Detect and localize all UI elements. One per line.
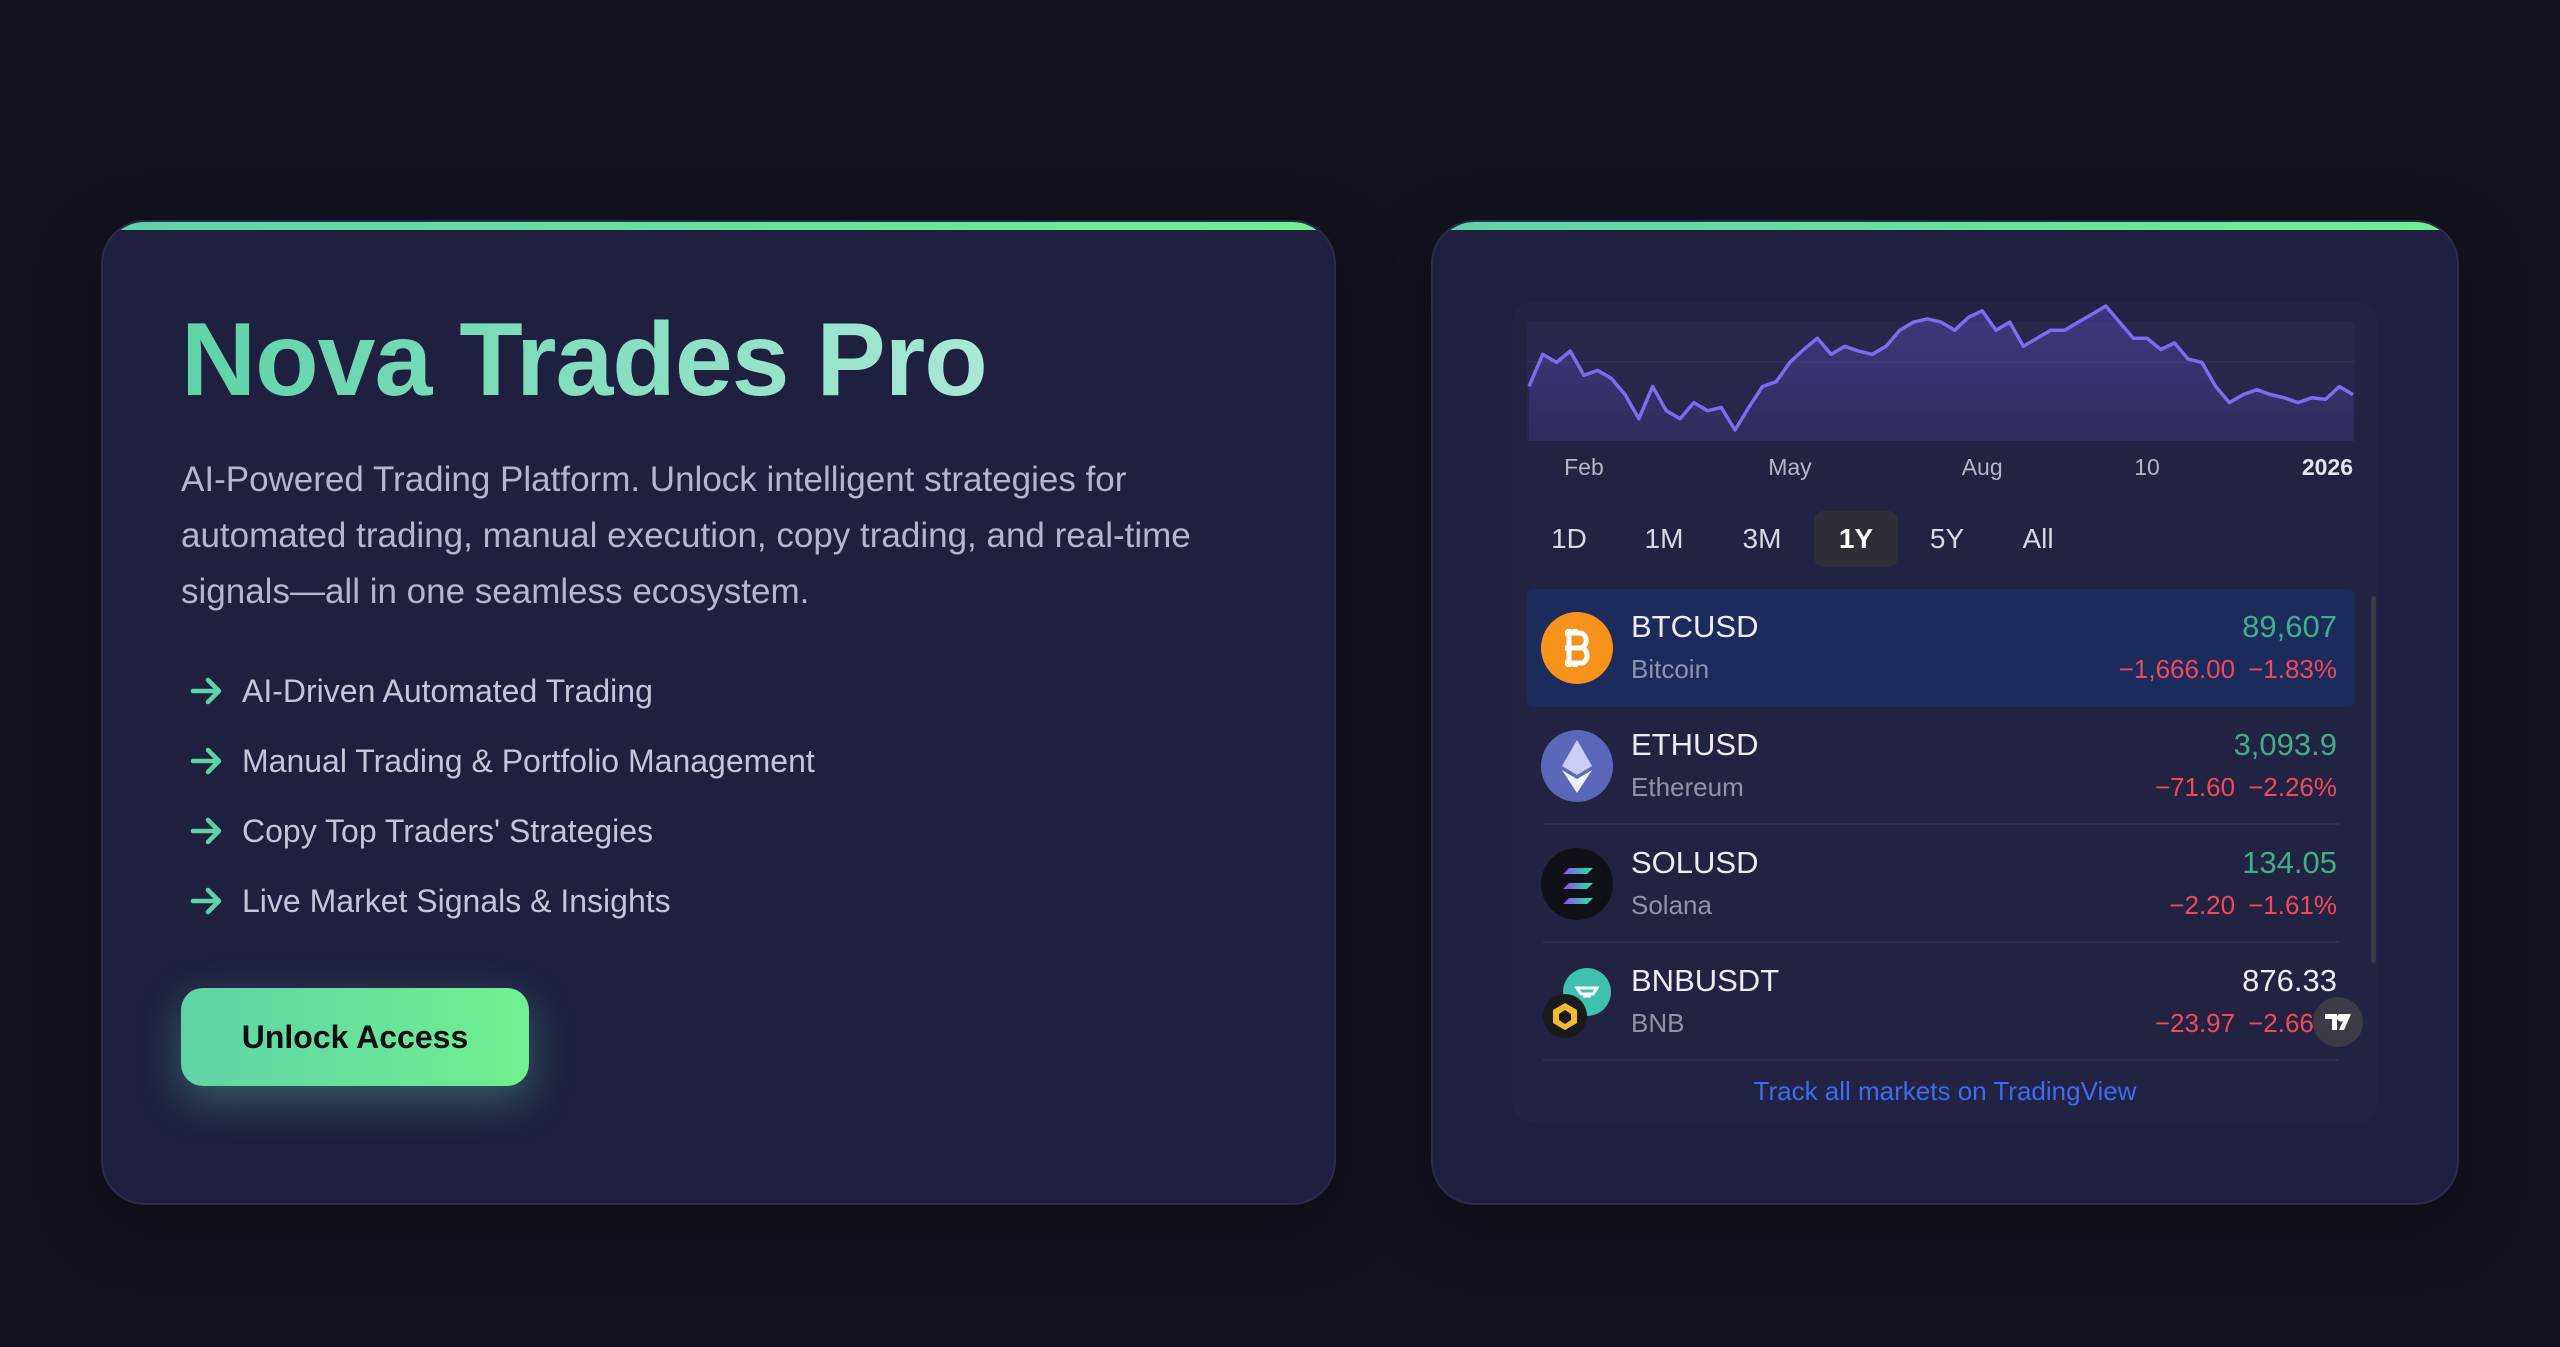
symbol-row[interactable]: BNBUSDT BNB 876.33 −23.97 −2.66% [1527,943,2355,1061]
feature-item: Copy Top Traders' Strategies [190,806,653,856]
x-tick-label: 10 [2134,454,2160,480]
row-separator [1543,941,2339,943]
symbol-icon [1541,612,1613,684]
symbol: ETHUSD [1631,727,1759,762]
arrow-icon [190,677,222,705]
change: −23.97 −2.66% [2155,1008,2337,1039]
arrow-icon [190,817,222,845]
tradingview-badge[interactable] [2312,996,2364,1048]
sparkline-chart: Feb May Aug 10 2026 [1527,304,2355,480]
symbol-name: BNB [1631,1008,1685,1038]
feature-text: Manual Trading & Portfolio Management [242,742,815,779]
tradingview-link[interactable]: Track all markets on TradingView [1753,1076,2137,1106]
x-tick-label: Aug [1962,454,2003,480]
x-tick-label: Feb [1564,454,1604,480]
symbol-row[interactable]: BTCUSD Bitcoin 89,607 −1,666.00 −1.83% [1527,589,2355,707]
feature-text: AI-Driven Automated Trading [242,672,653,709]
symbol-row[interactable]: SOLUSD Solana 134.05 −2.20 −1.61% [1527,825,2355,943]
change: −71.60 −2.26% [2155,772,2337,803]
symbol-icon [1543,968,1611,1038]
change-pct: −1.83% [2248,654,2337,684]
symbol-icon [1541,848,1613,920]
change-abs: −23.97 [2154,1008,2236,1038]
feature-text: Live Market Signals & Insights [242,882,671,919]
symbol-name: Ethereum [1631,772,1744,802]
range-button[interactable]: 1M [1644,523,1684,554]
accent-bar [1433,222,2457,230]
symbol: BTCUSD [1631,609,1759,644]
symbol: SOLUSD [1631,845,1759,880]
hero-description: AI-Powered Trading Platform. Unlock inte… [181,460,1191,611]
price: 134.05 [2242,845,2337,880]
price: 3,093.9 [2233,727,2337,762]
feature-item: AI-Driven Automated Trading [190,666,653,716]
feature-item: Manual Trading & Portfolio Management [190,736,815,786]
change-abs: −1,666.00 [2118,654,2236,684]
symbol-row[interactable]: ETHUSD Ethereum 3,093.9 −71.60 −2.26% [1527,707,2355,825]
change: −1,666.00 −1.83% [2119,654,2337,685]
price: 89,607 [2242,609,2337,644]
change-pct: −2.26% [2248,772,2337,802]
range-button[interactable]: 1D [1551,523,1587,554]
row-separator [1543,823,2339,825]
range-button[interactable]: 3M [1742,523,1782,554]
price: 876.33 [2242,963,2337,998]
arrow-icon [190,887,222,915]
change-abs: −71.60 [2154,772,2236,802]
range-button[interactable]: 5Y [1929,523,1965,554]
symbol: BNBUSDT [1631,963,1780,998]
symbol-icon [1541,730,1613,802]
feature-item: Live Market Signals & Insights [190,876,671,926]
range-button[interactable]: 1Y [1814,511,1898,567]
x-tick-label: 2026 [2302,454,2353,480]
feature-text: Copy Top Traders' Strategies [242,812,654,849]
change-pct: −1.61% [2248,890,2337,920]
range-button[interactable]: All [2022,523,2054,554]
symbol-name: Bitcoin [1631,654,1710,684]
accent-bar [103,222,1334,230]
arrow-icon [190,747,222,775]
change: −2.20 −1.61% [2169,890,2337,921]
hero-title: Nova Trades Pro [181,302,988,418]
sparkline [1527,304,2354,432]
symbol-name: Solana [1631,890,1712,920]
change-abs: −2.20 [2169,890,2236,920]
x-tick-label: May [1768,454,1812,480]
scrollbar [2371,596,2376,963]
row-separator [1543,1059,2339,1061]
cta-button[interactable]: Unlock Access [181,988,529,1086]
